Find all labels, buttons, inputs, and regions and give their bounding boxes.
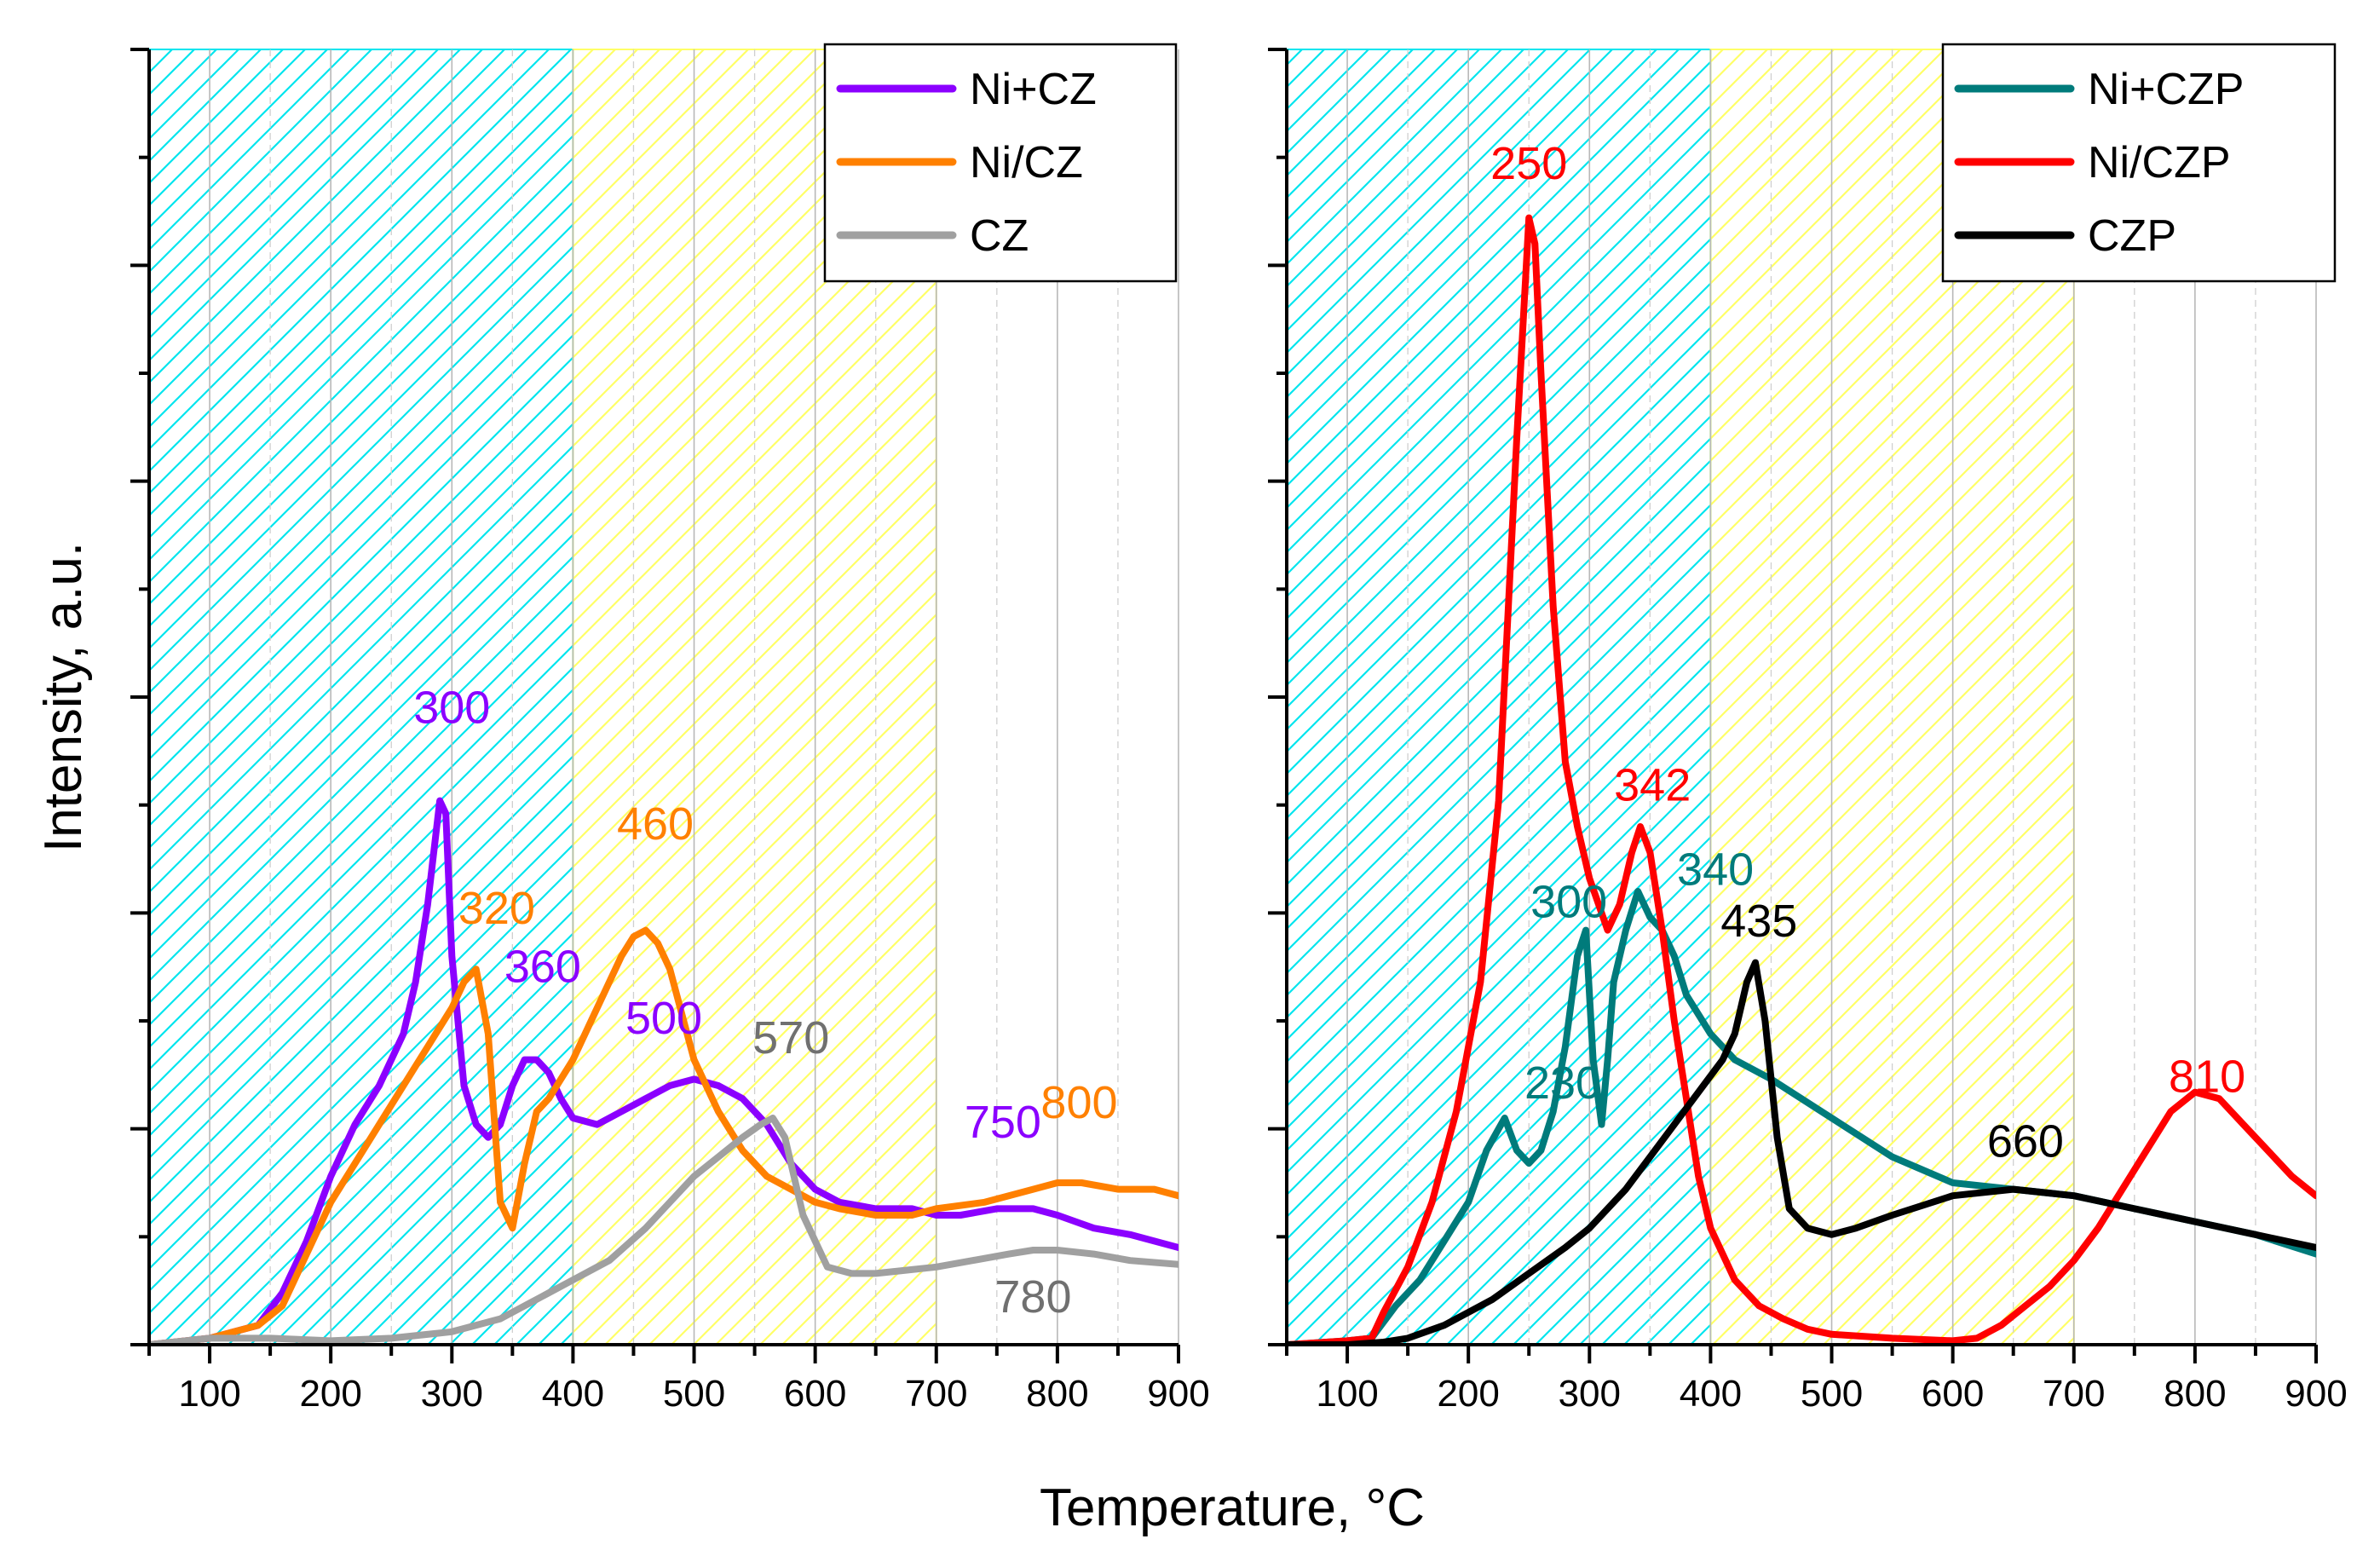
peak-label-300: 300 — [1530, 876, 1607, 927]
peak-label-435: 435 — [1720, 896, 1797, 947]
legend-label-ni-czp: Ni/CZP — [2088, 138, 2231, 187]
x-tick-label-400: 400 — [1680, 1373, 1742, 1415]
peak-label-500: 500 — [625, 993, 702, 1044]
peak-label-300: 300 — [413, 682, 490, 733]
plot-lines — [149, 797, 1178, 1345]
x-tick-label-400: 400 — [542, 1373, 604, 1415]
series-line-ni-czp — [1287, 888, 2316, 1345]
x-tick-label-200: 200 — [299, 1373, 361, 1415]
legend-label-cz: CZ — [970, 211, 1029, 261]
x-tick-label-700: 700 — [905, 1373, 967, 1415]
peak-label-342: 342 — [1614, 760, 1691, 811]
legend-label-ni-cz: Ni/CZ — [970, 138, 1083, 187]
x-tick-label-800: 800 — [1026, 1373, 1088, 1415]
peak-label-460: 460 — [617, 798, 694, 850]
x-tick-label-900: 900 — [2285, 1373, 2347, 1415]
peak-label-660: 660 — [1987, 1116, 2064, 1167]
x-tick-label-500: 500 — [663, 1373, 725, 1415]
peak-label-230: 230 — [1524, 1058, 1601, 1109]
legend: Ni+CZP Ni/CZP CZP — [1941, 43, 2337, 283]
shaded-region-50-400 — [148, 49, 574, 1346]
x-tick-label-300: 300 — [1559, 1373, 1621, 1415]
chart-panel-ni-czp: 100 200 300 400 500 600 700 800 900 250 300 342 340… — [1268, 43, 2348, 1415]
series-line-czp — [1287, 959, 2316, 1345]
y-axis-title: Intensity, a.u. — [34, 542, 93, 852]
series-line-ni-czp — [1287, 214, 2316, 1345]
peak-label-320: 320 — [458, 883, 535, 934]
peak-label-360: 360 — [504, 941, 581, 992]
peak-label-810: 810 — [2169, 1052, 2245, 1103]
series-line-ni-cz — [149, 926, 1178, 1345]
peak-label-780: 780 — [994, 1271, 1071, 1323]
x-tick-label-300: 300 — [421, 1373, 483, 1415]
x-axis-title: Temperature, °C — [1040, 1478, 1425, 1537]
shaded-region-50-400 — [1286, 49, 1712, 1346]
axes: 100 200 300 400 500 600 700 800 900 — [130, 48, 1210, 1415]
x-tick-label-800: 800 — [2164, 1373, 2226, 1415]
plot-lines — [1287, 214, 2316, 1345]
x-tick-label-100: 100 — [178, 1373, 240, 1415]
x-tick-label-700: 700 — [2043, 1373, 2105, 1415]
series-line-cz — [149, 1115, 1178, 1345]
x-tick-label-600: 600 — [784, 1373, 846, 1415]
x-tick-label-500: 500 — [1801, 1373, 1863, 1415]
peak-annotations: 300 320 360 460 500 570 750 800 780 — [413, 682, 1117, 1323]
peak-label-340: 340 — [1677, 844, 1754, 895]
legend: Ni+CZ Ni/CZ CZ — [823, 43, 1178, 283]
chart-panel-ni-cz: 100 200 300 400 500 600 700 800 900 300 320 360 460… — [130, 43, 1210, 1415]
shaded-regions — [148, 49, 937, 1346]
legend-label-ni-czp: Ni+CZP — [2088, 65, 2244, 114]
peak-label-250: 250 — [1490, 138, 1567, 189]
x-tick-label-900: 900 — [1147, 1373, 1209, 1415]
axes: 100 200 300 400 500 600 700 800 900 — [1268, 48, 2348, 1415]
x-tick-label-600: 600 — [1922, 1373, 1984, 1415]
legend-label-ni-cz: Ni+CZ — [970, 65, 1097, 114]
peak-label-800: 800 — [1040, 1077, 1117, 1128]
x-tick-label-100: 100 — [1316, 1373, 1378, 1415]
x-tick-label-200: 200 — [1437, 1373, 1499, 1415]
peak-label-750: 750 — [965, 1097, 1041, 1148]
legend-label-czp: CZP — [2088, 211, 2176, 261]
peak-label-570: 570 — [752, 1012, 829, 1063]
